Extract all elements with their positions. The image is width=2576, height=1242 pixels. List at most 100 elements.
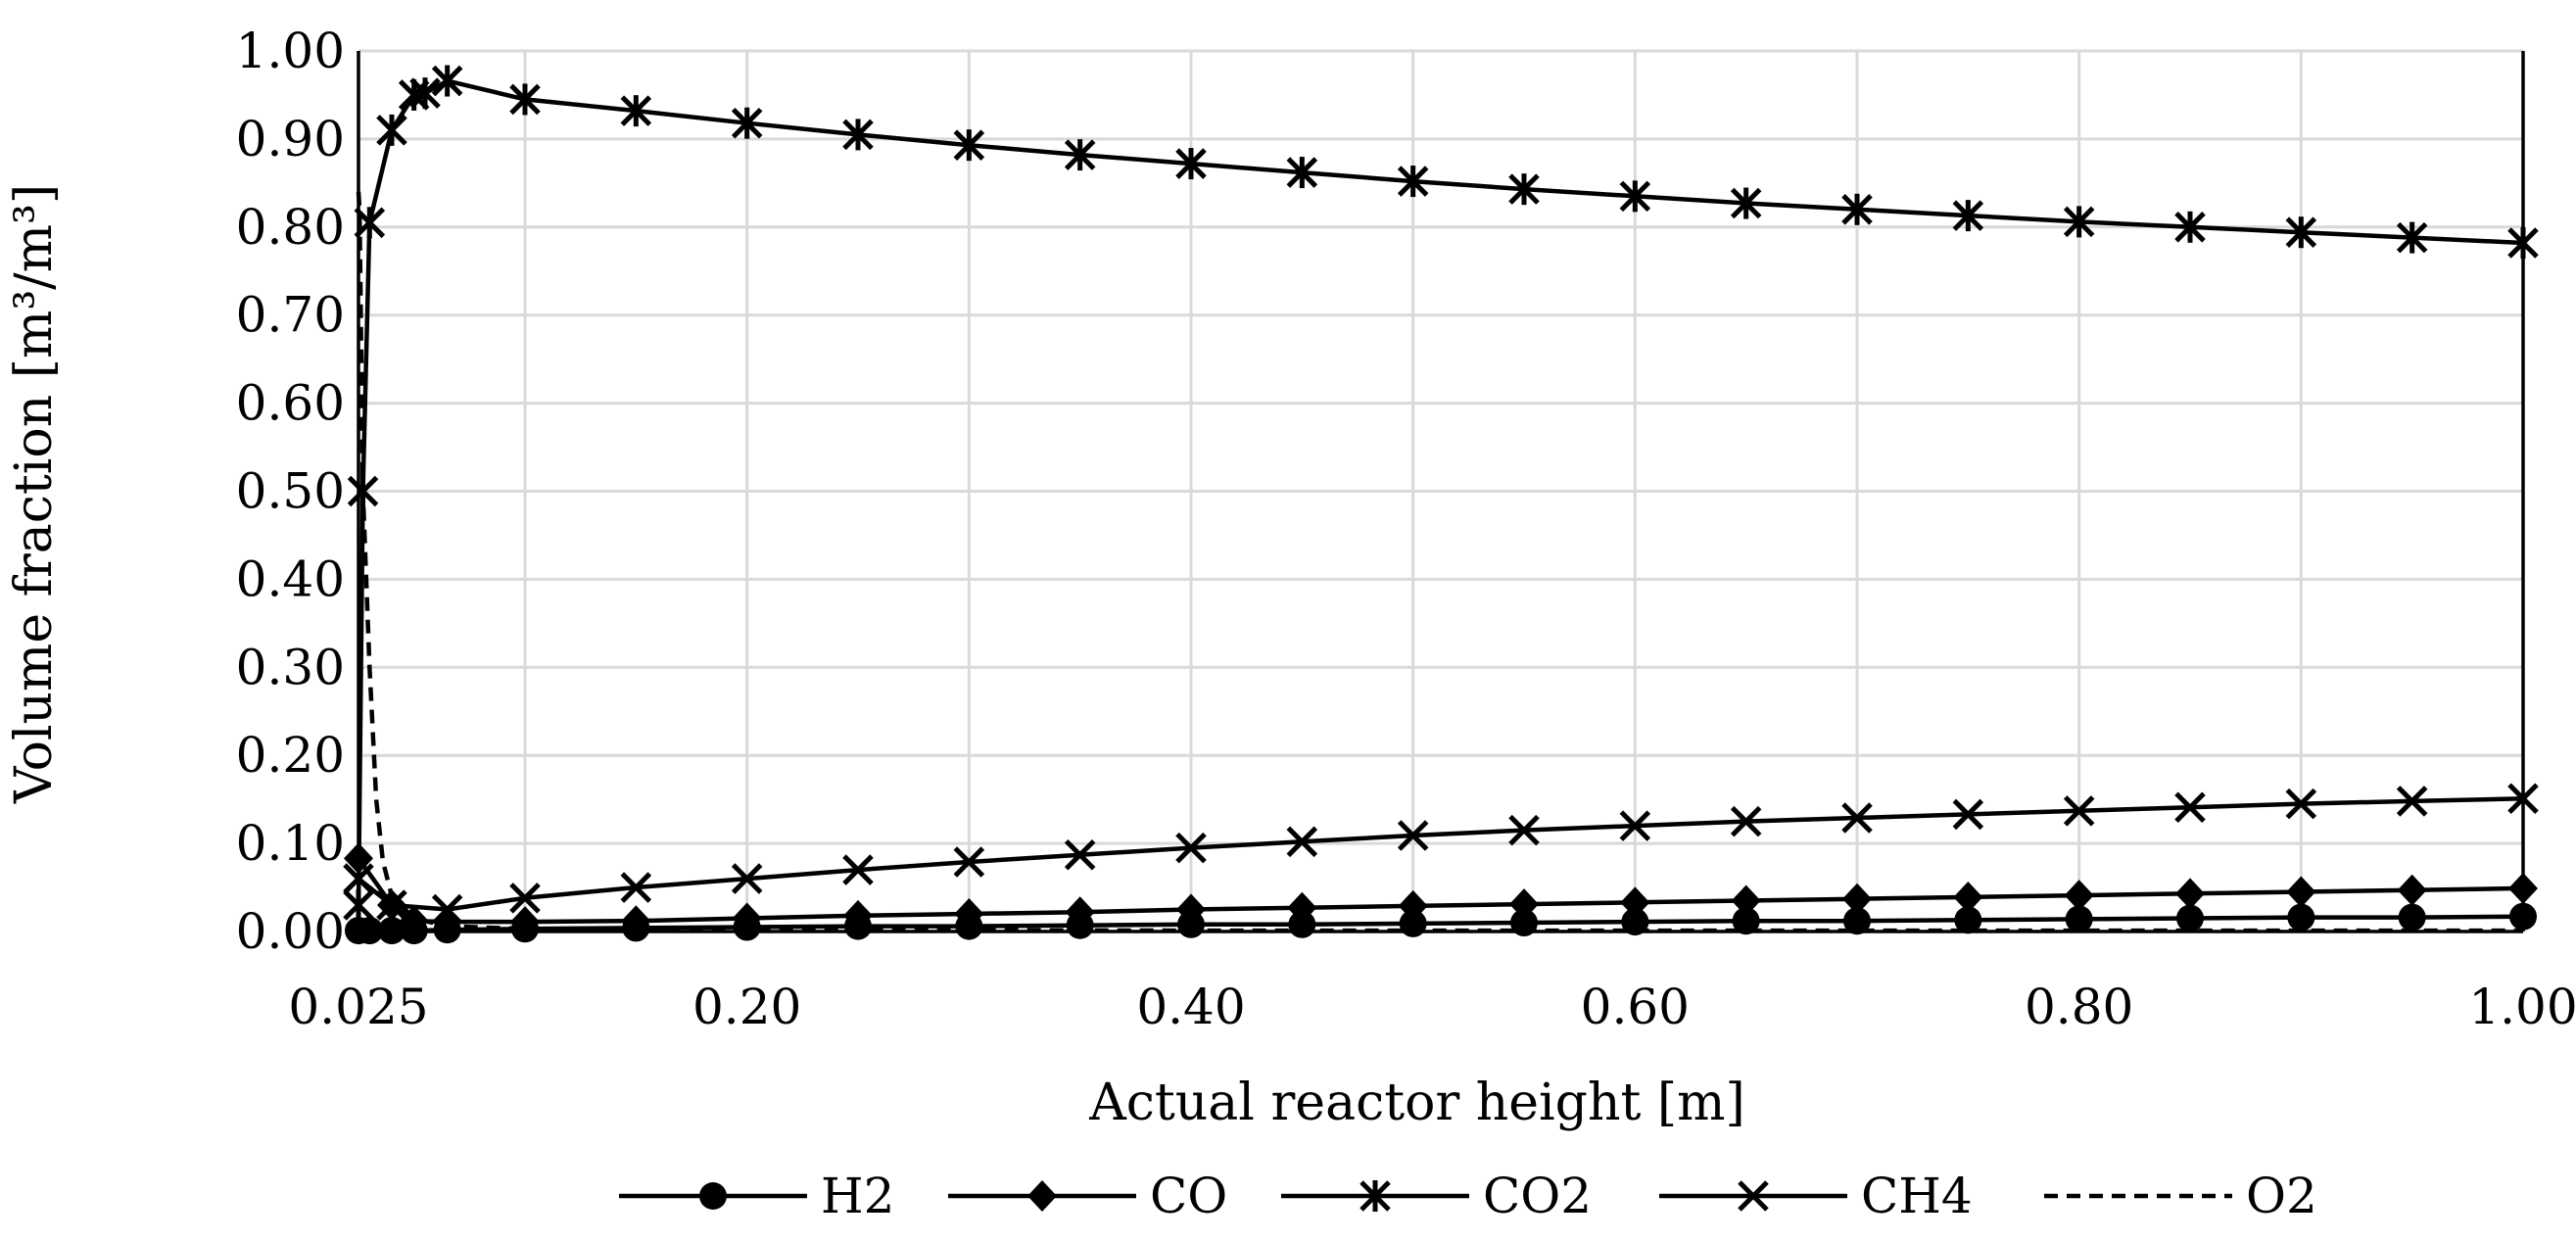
data-point-co xyxy=(1287,891,1317,924)
x-tick-label: 0.20 xyxy=(692,979,801,1035)
data-point-co xyxy=(1398,889,1428,922)
data-point-ch4 xyxy=(376,889,407,921)
data-point-co xyxy=(2064,880,2094,912)
data-point-co2 xyxy=(354,207,386,239)
series-line-o2 xyxy=(356,191,2523,933)
legend-item-co: CO xyxy=(948,1168,1227,1224)
data-point-co xyxy=(1842,883,1872,915)
legend-label-ch4: CH4 xyxy=(1861,1168,1973,1224)
data-point-h2 xyxy=(1732,907,1760,935)
data-point-ch4 xyxy=(1508,814,1540,846)
data-point-ch4 xyxy=(2396,786,2428,817)
data-point-co2 xyxy=(431,65,463,97)
x-tick-label: 0.025 xyxy=(288,979,428,1035)
legend-item-o2: O2 xyxy=(2044,1168,2317,1224)
data-point-h2 xyxy=(2065,905,2093,933)
data-point-co2 xyxy=(842,119,874,151)
data-point-ch4 xyxy=(509,883,541,914)
data-point-co2 xyxy=(1841,193,1873,225)
data-point-h2 xyxy=(2287,903,2315,932)
data-point-co2 xyxy=(2507,226,2539,259)
legend-item-co2: CO2 xyxy=(1281,1168,1592,1224)
data-point-co2 xyxy=(1730,187,1762,219)
legend: H2 CO CO2 CH4 O2 xyxy=(619,1168,2317,1224)
legend-marker-co xyxy=(1027,1180,1057,1212)
y-tick-label: 0.90 xyxy=(236,111,345,167)
y-tick-label: 1.00 xyxy=(236,23,345,79)
data-point-co2 xyxy=(1397,166,1429,198)
data-point-ch4 xyxy=(1175,832,1207,864)
legend-label-h2: H2 xyxy=(821,1168,894,1224)
data-point-ch4 xyxy=(1730,805,1762,837)
data-point-ch4 xyxy=(620,872,652,903)
data-point-co xyxy=(2175,878,2205,910)
legend-item-h2: H2 xyxy=(619,1168,894,1224)
data-point-co2 xyxy=(343,889,374,922)
y-tick-label: 0.10 xyxy=(236,815,345,872)
legend-marker-h2 xyxy=(699,1182,727,1210)
legend-marker-ch4 xyxy=(1738,1180,1769,1212)
data-point-co xyxy=(1509,888,1539,921)
data-point-ch4 xyxy=(2285,788,2317,820)
data-point-ch4 xyxy=(1286,826,1318,858)
data-point-co xyxy=(2397,874,2427,906)
data-point-co2 xyxy=(1175,148,1207,180)
data-point-h2 xyxy=(2398,903,2426,932)
x-axis-label: Actual reactor height [m] xyxy=(1088,1074,1745,1132)
y-tick-label: 0.00 xyxy=(236,903,345,960)
data-point-ch4 xyxy=(2507,783,2539,815)
data-point-ch4 xyxy=(842,854,874,885)
data-point-h2 xyxy=(2176,904,2204,932)
y-tick-label: 0.70 xyxy=(236,287,345,344)
data-point-ch4 xyxy=(1952,798,1984,831)
data-point-co xyxy=(843,899,873,932)
x-tick-label: 0.60 xyxy=(1581,979,1690,1035)
data-point-co2 xyxy=(1286,157,1318,189)
y-tick-label: 0.20 xyxy=(236,727,345,784)
data-point-co2 xyxy=(620,95,652,127)
data-point-co2 xyxy=(2285,216,2317,249)
data-point-co2 xyxy=(1952,200,1984,232)
data-point-ch4 xyxy=(1619,810,1651,841)
data-point-co2 xyxy=(1508,173,1540,206)
series-line-co2 xyxy=(356,78,2524,906)
data-point-h2 xyxy=(2509,902,2537,931)
data-point-co2 xyxy=(1064,139,1096,171)
data-point-co xyxy=(1176,893,1206,926)
x-tick-label: 1.00 xyxy=(2468,979,2576,1035)
data-point-co2 xyxy=(953,129,985,162)
data-point-co2 xyxy=(2174,211,2206,243)
data-point-h2 xyxy=(1954,906,1982,934)
data-point-co2 xyxy=(376,114,407,146)
legend-item-ch4: CH4 xyxy=(1659,1168,1973,1224)
data-point-co2 xyxy=(409,77,441,110)
y-tick-label: 0.80 xyxy=(236,199,345,256)
data-point-co2 xyxy=(1619,180,1651,213)
y-tick-label: 0.40 xyxy=(236,550,345,607)
data-point-co2 xyxy=(731,107,763,139)
legend-label-o2: O2 xyxy=(2246,1168,2317,1224)
legend-label-co: CO xyxy=(1150,1168,1227,1224)
data-point-h2 xyxy=(378,917,405,945)
data-point-ch4 xyxy=(2063,795,2095,827)
axes: 0.00 0.10 0.20 0.30 0.40 0.50 0.60 0.70 0.80 0.90… xyxy=(236,23,2576,1035)
data-point-co xyxy=(1953,881,1983,913)
legend-marker-co2 xyxy=(1360,1180,1391,1212)
x-tick-label: 0.40 xyxy=(1136,979,1245,1035)
series-layer xyxy=(343,65,2539,945)
data-point-co xyxy=(1065,896,1095,929)
data-point-co xyxy=(2508,872,2538,904)
series-line-ch4 xyxy=(357,796,2524,912)
x-tick-label: 0.80 xyxy=(2025,979,2133,1035)
data-point-ch4 xyxy=(431,893,463,926)
data-point-h2 xyxy=(1843,907,1871,935)
data-point-ch4 xyxy=(2174,791,2206,824)
data-point-co2 xyxy=(509,83,541,116)
data-point-h2 xyxy=(356,917,384,945)
data-point-co xyxy=(2286,876,2316,908)
data-point-ch4 xyxy=(1064,839,1096,871)
y-axis-label: Volume fraction [m³/m³] xyxy=(5,184,64,804)
data-point-ch4 xyxy=(343,863,374,894)
